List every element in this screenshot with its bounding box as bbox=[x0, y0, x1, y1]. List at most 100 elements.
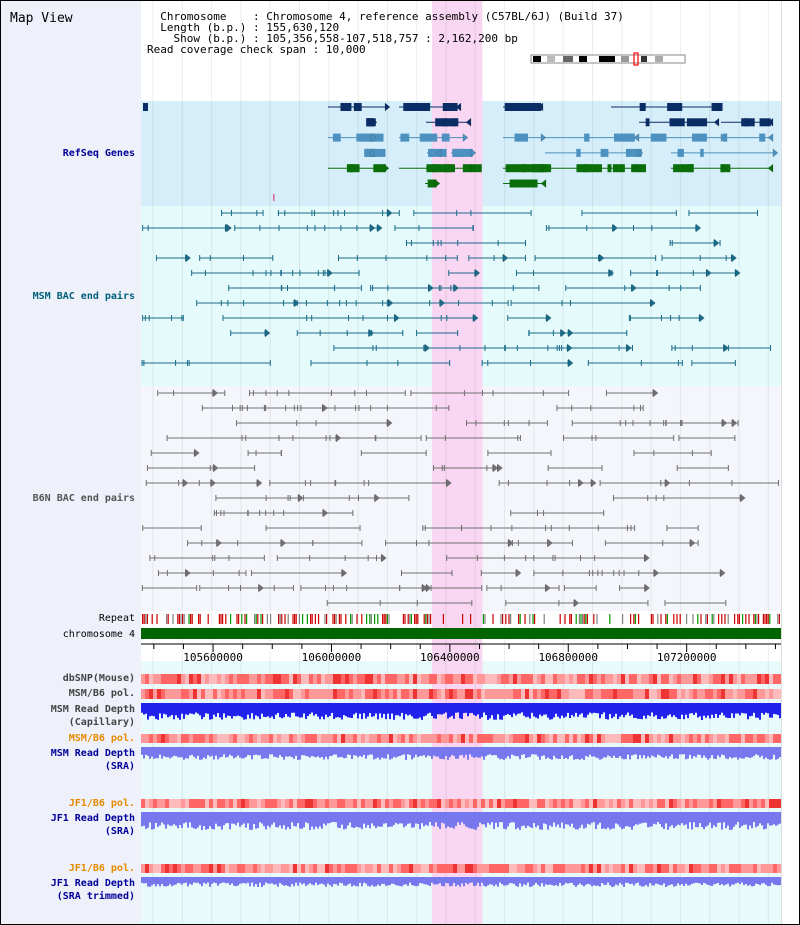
gene-exon bbox=[427, 179, 437, 188]
depth-bar bbox=[163, 703, 165, 714]
pol-cell bbox=[309, 799, 313, 808]
pol-cell bbox=[233, 734, 237, 743]
pol-cell bbox=[253, 864, 257, 873]
depth-bar bbox=[737, 812, 739, 822]
depth-bar bbox=[291, 812, 293, 823]
pol-cell bbox=[417, 674, 421, 684]
track-label-refseq[interactable]: RefSeq Genes bbox=[62, 148, 135, 159]
pol-cell bbox=[729, 734, 733, 743]
depth-bar bbox=[347, 703, 349, 718]
depth-bar bbox=[653, 747, 655, 757]
depth-bar bbox=[355, 703, 357, 713]
depth-bar bbox=[243, 747, 245, 759]
track-label-b6n-bac[interactable]: B6N BAC end pairs bbox=[32, 493, 135, 504]
pol-cell bbox=[229, 799, 233, 808]
pol-cell bbox=[385, 674, 389, 684]
pol-cell bbox=[253, 799, 257, 808]
pol-cell bbox=[741, 689, 745, 699]
depth-bar bbox=[409, 703, 411, 715]
gene-strand-arrow bbox=[465, 117, 472, 127]
pol-cell bbox=[245, 674, 249, 684]
pol-cell bbox=[721, 799, 725, 808]
depth-bar bbox=[287, 747, 289, 757]
depth-bar bbox=[263, 747, 265, 759]
pol-cell bbox=[441, 689, 445, 699]
depth-bar bbox=[309, 703, 311, 715]
pol-cell bbox=[221, 674, 225, 684]
depth-bar bbox=[193, 703, 195, 715]
depth-bar bbox=[207, 877, 209, 883]
depth-bar bbox=[689, 703, 691, 714]
depth-bar bbox=[477, 812, 479, 827]
depth-bar bbox=[217, 812, 219, 827]
pol-cell bbox=[345, 734, 349, 743]
depth-bar bbox=[291, 703, 293, 713]
pol-cell bbox=[473, 864, 477, 873]
depth-bar bbox=[157, 747, 159, 759]
depth-bar bbox=[347, 747, 349, 755]
chromosome-ideogram[interactable] bbox=[529, 52, 689, 66]
depth-bar bbox=[231, 703, 233, 719]
depth-bar bbox=[293, 812, 295, 826]
gene-exon bbox=[720, 164, 725, 173]
pol-cell bbox=[737, 864, 741, 873]
ideogram-view-marker[interactable] bbox=[633, 52, 639, 66]
genome-tracks[interactable]: 105600000 106000000 106400000 106800000 1072… bbox=[141, 1, 781, 925]
pol-cell bbox=[437, 689, 441, 699]
repeat-mark bbox=[559, 614, 561, 624]
pol-cell bbox=[517, 799, 521, 808]
repeat-mark bbox=[666, 614, 668, 624]
depth-bar bbox=[341, 747, 343, 757]
depth-bar bbox=[289, 812, 291, 830]
depth-bar bbox=[437, 747, 439, 757]
pol-cell bbox=[221, 689, 225, 699]
depth-bar bbox=[145, 877, 147, 884]
pol-cell bbox=[593, 689, 597, 699]
depth-bar bbox=[217, 877, 219, 886]
depth-bar bbox=[259, 812, 261, 823]
gene-exon bbox=[576, 164, 588, 173]
pol-cell bbox=[565, 864, 569, 873]
depth-bar bbox=[653, 877, 655, 886]
depth-bar bbox=[301, 812, 303, 829]
pol-cell bbox=[253, 734, 257, 743]
pol-cell bbox=[401, 689, 405, 699]
depth-bar bbox=[657, 747, 659, 755]
pol-cell bbox=[669, 734, 673, 743]
track-label-msm-bac[interactable]: MSM BAC end pairs bbox=[32, 291, 135, 302]
depth-bar bbox=[453, 812, 455, 829]
pol-cell bbox=[617, 799, 621, 808]
depth-bar bbox=[413, 877, 415, 886]
depth-bar bbox=[353, 812, 355, 828]
gene-strand-arrow bbox=[470, 163, 477, 173]
depth-bar bbox=[393, 877, 395, 885]
depth-bar bbox=[559, 747, 561, 760]
pol-cell bbox=[621, 674, 625, 684]
pol-cell bbox=[777, 689, 781, 699]
pol-cell bbox=[405, 674, 409, 684]
depth-bar bbox=[407, 812, 409, 824]
depth-bar bbox=[251, 703, 253, 714]
depth-bar bbox=[527, 812, 529, 826]
depth-bar bbox=[707, 747, 709, 760]
pol-cell bbox=[193, 864, 197, 873]
depth-bar bbox=[577, 747, 579, 760]
depth-bar bbox=[591, 747, 593, 757]
depth-bar bbox=[491, 812, 493, 823]
depth-bar bbox=[199, 877, 201, 885]
depth-bar bbox=[621, 703, 623, 715]
gene-exon bbox=[428, 148, 435, 157]
depth-bar bbox=[199, 812, 201, 826]
pol-cell bbox=[241, 734, 245, 743]
depth-bar bbox=[561, 747, 563, 756]
pol-cell bbox=[485, 734, 489, 743]
pol-cell bbox=[641, 799, 645, 808]
depth-bar bbox=[619, 812, 621, 827]
gene-exon bbox=[524, 179, 529, 188]
pol-cell bbox=[653, 734, 657, 743]
pair-orientation-arrow bbox=[644, 553, 650, 563]
depth-bar bbox=[751, 747, 753, 758]
pol-cell bbox=[337, 799, 341, 808]
pol-cell bbox=[261, 734, 265, 743]
depth-bar bbox=[685, 812, 687, 825]
